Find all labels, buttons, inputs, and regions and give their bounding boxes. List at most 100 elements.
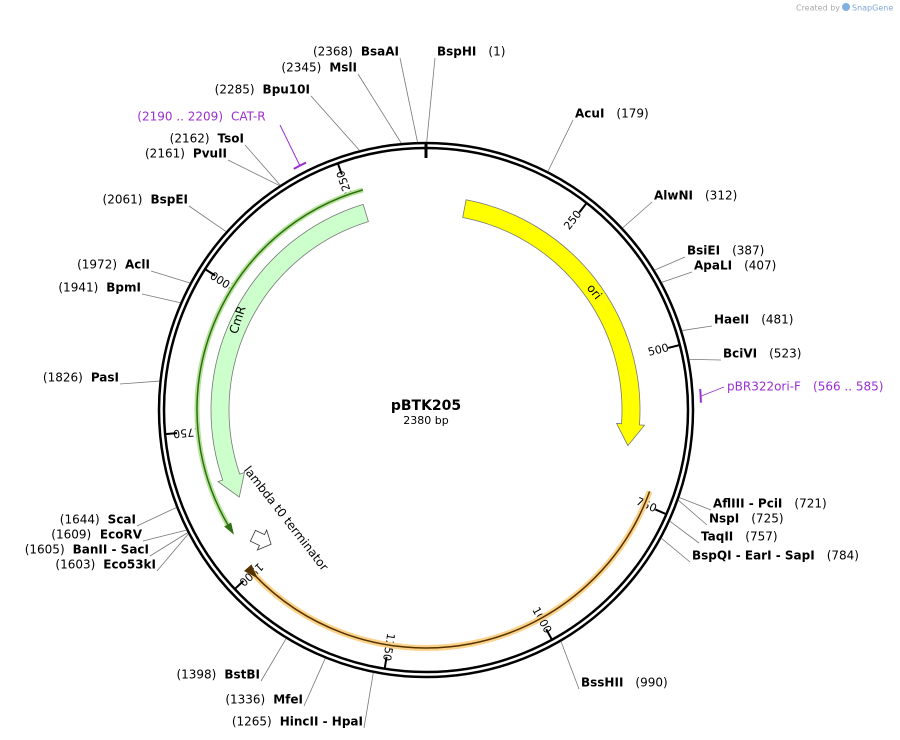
enzyme-leader (303, 658, 326, 707)
enzyme-site: (2345) (281, 61, 321, 75)
cmr-line (196, 189, 364, 525)
enzyme-site: (312) (705, 189, 737, 203)
enzyme-leader (156, 533, 189, 572)
plasmid-name: pBTK205 (391, 398, 461, 414)
enzyme-leader (669, 520, 700, 544)
enzyme-site: (725) (751, 512, 783, 526)
ring-tick (667, 344, 681, 349)
enzyme-site: (2061) (103, 193, 143, 207)
enzyme-leader (679, 497, 712, 511)
enzyme-site: (1605) (25, 543, 65, 557)
enzyme-name: BspQI - EarI - SapI (692, 549, 815, 563)
enzyme-name: PasI (91, 371, 119, 385)
enzyme-name: BspHI (437, 45, 476, 59)
enzyme-site: (757) (745, 530, 777, 544)
enzyme-site: (2285) (215, 83, 255, 97)
enzyme-leader (142, 529, 187, 542)
enzyme-name: BssHII (581, 676, 623, 690)
enzyme-site: (1603) (55, 558, 95, 572)
primer-leader (701, 386, 725, 397)
enzyme-leader (119, 380, 160, 385)
enzyme-leader (260, 638, 287, 682)
enzyme-name: BspEI (150, 193, 188, 207)
enzyme-leader (363, 672, 374, 729)
feature-cmr (210, 203, 369, 498)
enzyme-leader (188, 205, 227, 232)
enzyme-name: BpmI (106, 281, 141, 295)
primer-name: pBR322ori-F (727, 380, 801, 394)
enzyme-name: TaqII (701, 530, 733, 544)
enzyme-name: PvuII (193, 147, 227, 161)
enzyme-site: (1398) (176, 668, 216, 682)
enzyme-site: (1609) (51, 528, 91, 542)
enzyme-leader (227, 159, 280, 186)
enzyme-leader (150, 270, 191, 284)
enzyme-name: BsaAI (361, 45, 399, 59)
backbone-outer (157, 141, 695, 679)
enzyme-leader (357, 73, 402, 144)
orange-head (244, 564, 258, 579)
enzyme-name: AclI (125, 258, 150, 272)
primer-range: (566 .. 585) (813, 380, 883, 394)
ring-tick (545, 628, 553, 641)
enzyme-name: BanII - SacI (73, 543, 149, 557)
terminator-arrow (249, 528, 272, 551)
feature-label: lambda t0 terminator (241, 463, 331, 573)
enzyme-site: (1941) (58, 281, 98, 295)
enzyme-site: (990) (635, 676, 667, 690)
primer-name: CAT-R (231, 110, 266, 124)
enzyme-leader (149, 532, 188, 557)
credit: Created by (796, 4, 840, 13)
feature-ori (462, 199, 646, 447)
ring-tick (204, 268, 216, 277)
brand: SnapGene (852, 4, 893, 13)
enzyme-leader (681, 325, 713, 331)
primer-arc (699, 388, 702, 403)
enzyme-name: ScaI (108, 513, 136, 527)
primer-range: (2190 .. 2209) (137, 110, 223, 124)
enzyme-name: TsoI (218, 132, 244, 146)
orange-halo (246, 490, 653, 651)
enzyme-leader (622, 201, 653, 229)
enzyme-site: (1826) (43, 371, 83, 385)
ring-tick (654, 508, 667, 516)
enzyme-name: MfeI (273, 693, 303, 707)
ring-tick-label: 1750 (173, 425, 202, 441)
enzyme-leader (141, 293, 181, 304)
enzyme-name: MslI (329, 61, 357, 75)
enzyme-site: (2368) (313, 45, 353, 59)
enzyme-site: (481) (761, 313, 793, 327)
ring-tick-label: 500 (647, 341, 671, 359)
ring-tick (578, 202, 588, 214)
plasmid-length: 2380 bp (403, 414, 448, 427)
enzyme-leader (661, 537, 691, 563)
enzyme-leader (399, 57, 418, 143)
enzyme-name: AcuI (575, 107, 604, 121)
enzyme-leader (310, 95, 360, 151)
enzyme-site: (179) (616, 107, 648, 121)
enzyme-site: (407) (744, 259, 776, 273)
enzyme-leader (661, 271, 693, 283)
enzyme-name: NspI (709, 512, 739, 526)
enzyme-site: (721) (794, 497, 826, 511)
enzyme-site: (523) (769, 347, 801, 361)
enzyme-name: AlwNI (654, 189, 693, 203)
enzyme-name: BsiEI (687, 244, 720, 258)
enzyme-name: AflIII - PciI (713, 497, 782, 511)
enzyme-leader (560, 641, 580, 690)
enzyme-name: BciVI (723, 347, 757, 361)
ring-tick (383, 656, 388, 669)
enzyme-leader (654, 256, 686, 271)
ring-tick (336, 162, 343, 175)
ring-tick (234, 580, 245, 590)
enzyme-site: (2161) (145, 147, 185, 161)
enzyme-leader (244, 144, 281, 186)
enzyme-site: (2162) (170, 132, 210, 146)
enzyme-name: Bpu10I (263, 83, 310, 97)
enzyme-site: (784) (827, 549, 859, 563)
enzyme-site: (387) (732, 244, 764, 258)
cmr-line-head (224, 522, 234, 535)
enzyme-name: HincII - HpaI (280, 715, 363, 729)
